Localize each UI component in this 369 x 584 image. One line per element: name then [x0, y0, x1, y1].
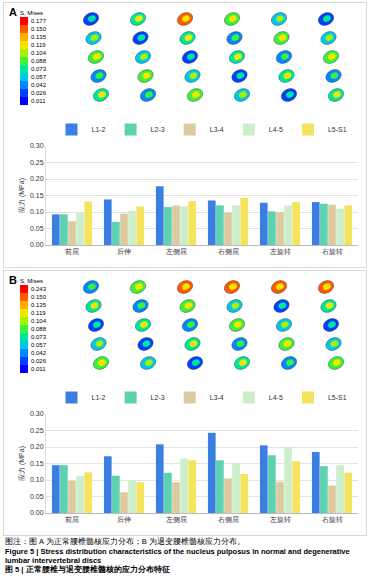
svg-text:L2-3: L2-3 — [151, 126, 165, 133]
svg-text:0.00: 0.00 — [30, 509, 44, 516]
svg-text:0.30: 0.30 — [30, 142, 44, 149]
svg-text:L1-2: L1-2 — [92, 394, 106, 401]
html-text:B S, Mises: B S, Mises — [9, 274, 43, 286]
html-text:0.177: 0.177 — [31, 18, 46, 24]
html-text:0.088: 0.088 — [31, 326, 46, 332]
html-text:0.135: 0.135 — [31, 302, 46, 308]
html-text:Figure 5 | Stress distribution: Figure 5 | Stress distribution character… — [5, 547, 350, 565]
html-text:A S, Mises: A S, Mises — [9, 6, 43, 18]
svg-text:后伸: 后伸 — [117, 516, 131, 523]
svg-text:应力 (MPa): 应力 (MPa) — [18, 178, 26, 213]
html-text:0.150: 0.150 — [31, 26, 46, 32]
html-text:0.057: 0.057 — [31, 342, 46, 348]
svg-text:0.25: 0.25 — [30, 427, 44, 434]
svg-text:右旋转: 右旋转 — [322, 248, 343, 255]
svg-text:L1-2: L1-2 — [92, 126, 106, 133]
svg-text:L3-4: L3-4 — [210, 126, 224, 133]
svg-text:左旋转: 左旋转 — [270, 248, 291, 255]
html-text:0.104: 0.104 — [31, 318, 46, 324]
svg-text:0.30: 0.30 — [30, 410, 44, 417]
svg-text:L5-S1: L5-S1 — [328, 394, 347, 401]
html-text:0.057: 0.057 — [31, 74, 46, 80]
html-text:0.104: 0.104 — [31, 50, 46, 56]
svg-text:左侧屈: 左侧屈 — [166, 248, 187, 255]
svg-text:L5-S1: L5-S1 — [328, 126, 347, 133]
svg-text:0.20: 0.20 — [30, 175, 44, 182]
svg-text:前屈: 前屈 — [65, 248, 79, 255]
html-text:图注：图 A 为正常腰椎髓核应力分布；B 为退变腰椎髓核应力: 图注：图 A 为正常腰椎髓核应力分布；B 为退变腰椎髓核应力分布。 — [5, 537, 245, 546]
svg-text:0.05: 0.05 — [30, 225, 44, 232]
html-text:图 5 | 正常腰椎与退变腰椎髓核的应力分布特征: 图 5 | 正常腰椎与退变腰椎髓核的应力分布特征 — [5, 565, 170, 574]
svg-text:0.20: 0.20 — [30, 443, 44, 450]
svg-text:0.10: 0.10 — [30, 476, 44, 483]
html-text:0.042: 0.042 — [31, 82, 46, 88]
svg-text:L4-5: L4-5 — [269, 126, 283, 133]
svg-text:左侧屈: 左侧屈 — [166, 516, 187, 523]
html-text:0.135: 0.135 — [31, 34, 46, 40]
svg-text:0.05: 0.05 — [30, 493, 44, 500]
html-text:0.088: 0.088 — [31, 58, 46, 64]
svg-text:应力 (MPa): 应力 (MPa) — [18, 446, 26, 481]
html-text:0.011: 0.011 — [31, 366, 46, 372]
svg-text:L4-5: L4-5 — [269, 394, 283, 401]
svg-text:L3-4: L3-4 — [210, 394, 224, 401]
svg-text:右侧屈: 右侧屈 — [218, 516, 239, 523]
html-text:0.243: 0.243 — [31, 286, 46, 292]
svg-text:右旋转: 右旋转 — [322, 516, 343, 523]
html-text:0.042: 0.042 — [31, 350, 46, 356]
svg-text:右侧屈: 右侧屈 — [218, 248, 239, 255]
html-text:0.119: 0.119 — [31, 42, 46, 48]
svg-text:0.00: 0.00 — [30, 241, 44, 248]
svg-text:0.15: 0.15 — [30, 192, 44, 199]
svg-text:0.15: 0.15 — [30, 460, 44, 467]
html-text:0.073: 0.073 — [31, 334, 46, 340]
svg-text:0.25: 0.25 — [30, 159, 44, 166]
svg-text:L2-3: L2-3 — [151, 394, 165, 401]
html-text:0.026: 0.026 — [31, 358, 46, 364]
svg-text:后伸: 后伸 — [117, 248, 131, 255]
html-text:0.150: 0.150 — [31, 294, 46, 300]
html-text:0.119: 0.119 — [31, 310, 46, 316]
svg-text:前屈: 前屈 — [65, 516, 79, 523]
html-text:0.011: 0.011 — [31, 98, 46, 104]
svg-text:0.10: 0.10 — [30, 208, 44, 215]
html-text:0.026: 0.026 — [31, 90, 46, 96]
html-text:0.073: 0.073 — [31, 66, 46, 72]
svg-text:左旋转: 左旋转 — [270, 516, 291, 523]
